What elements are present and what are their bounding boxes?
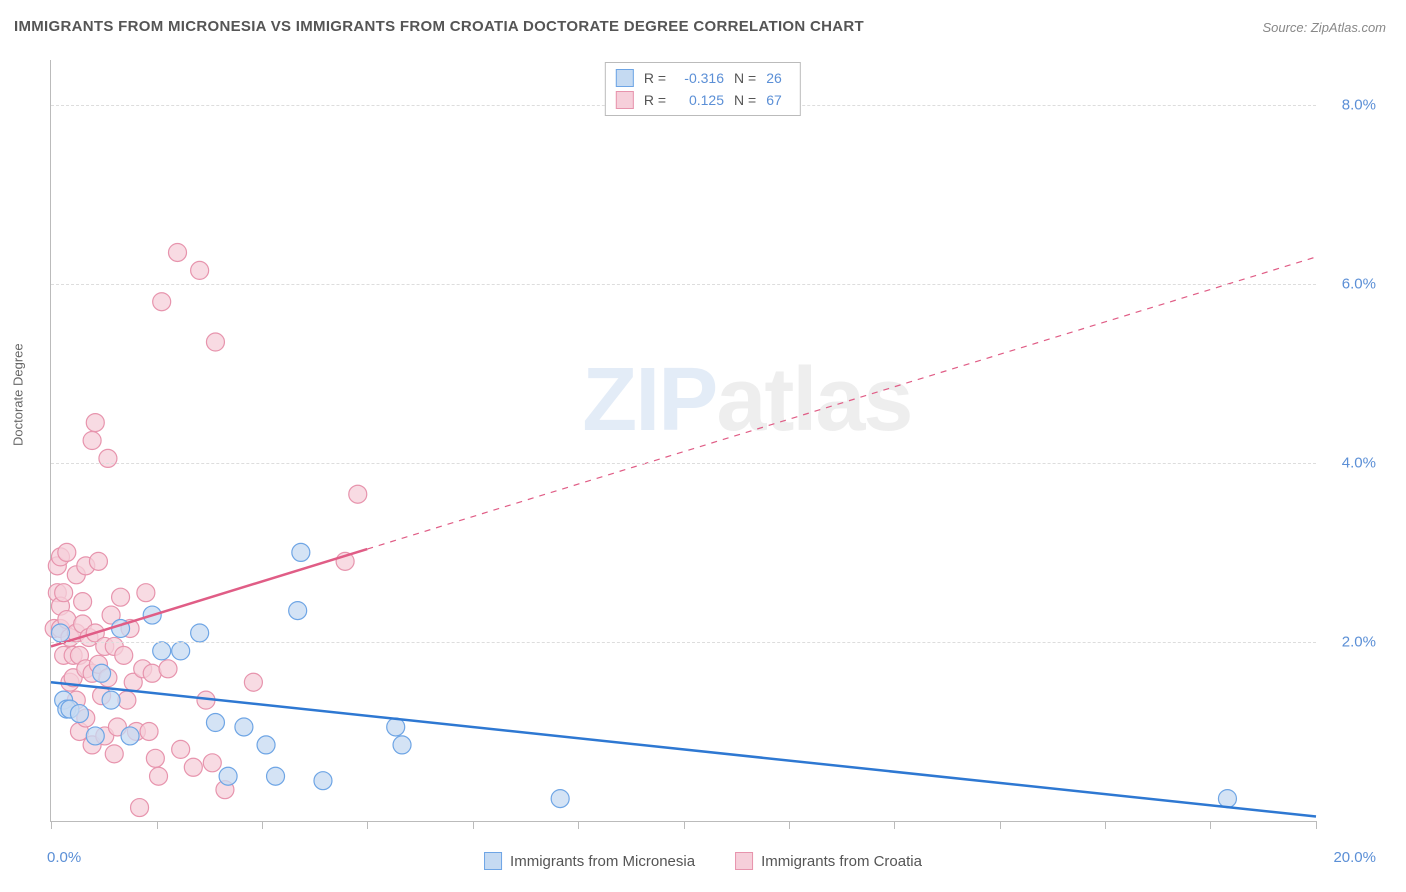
y-tick-label: 2.0% (1342, 633, 1376, 650)
pink-r-value: 0.125 (676, 92, 724, 108)
x-axis-max-label: 20.0% (1333, 849, 1376, 866)
x-tick (1000, 821, 1001, 829)
pink-n-value: 67 (766, 92, 790, 108)
gridline (51, 463, 1316, 464)
x-tick (157, 821, 158, 829)
legend-bottom: Immigrants from Micronesia Immigrants fr… (484, 852, 922, 870)
legend-item-pink: Immigrants from Croatia (735, 852, 922, 870)
blue-swatch-icon (484, 852, 502, 870)
pink-swatch-icon (616, 91, 634, 109)
x-tick (1210, 821, 1211, 829)
legend-item-blue: Immigrants from Micronesia (484, 852, 695, 870)
y-tick-label: 4.0% (1342, 454, 1376, 471)
n-label: N = (734, 70, 756, 86)
pink-swatch-icon (735, 852, 753, 870)
y-tick-label: 8.0% (1342, 96, 1376, 113)
pink-series-label: Immigrants from Croatia (761, 853, 922, 870)
x-tick (1105, 821, 1106, 829)
source-label: Source: ZipAtlas.com (1262, 20, 1386, 35)
x-tick (684, 821, 685, 829)
legend-stats-row-blue: R = -0.316 N = 26 (616, 67, 790, 89)
x-tick (473, 821, 474, 829)
x-tick (51, 821, 52, 829)
y-axis-label: Doctorate Degree (11, 343, 26, 446)
blue-series-label: Immigrants from Micronesia (510, 853, 695, 870)
legend-stats-row-pink: R = 0.125 N = 67 (616, 89, 790, 111)
y-tick-label: 6.0% (1342, 275, 1376, 292)
x-tick (894, 821, 895, 829)
gridline (51, 284, 1316, 285)
blue-swatch-icon (616, 69, 634, 87)
plot-area: ZIPatlas 0.0% 20.0% 2.0%4.0%6.0%8.0% (50, 60, 1316, 822)
chart-title: IMMIGRANTS FROM MICRONESIA VS IMMIGRANTS… (14, 18, 864, 35)
legend-stats-box: R = -0.316 N = 26 R = 0.125 N = 67 (605, 62, 801, 116)
gridline (51, 642, 1316, 643)
plot-svg (51, 60, 1316, 821)
blue-r-value: -0.316 (676, 70, 724, 86)
x-tick (262, 821, 263, 829)
x-tick (789, 821, 790, 829)
x-tick (578, 821, 579, 829)
x-tick (1316, 821, 1317, 829)
x-tick (367, 821, 368, 829)
x-axis-min-label: 0.0% (47, 849, 81, 866)
blue-n-value: 26 (766, 70, 790, 86)
r-label: R = (644, 70, 666, 86)
r-label: R = (644, 92, 666, 108)
n-label: N = (734, 92, 756, 108)
